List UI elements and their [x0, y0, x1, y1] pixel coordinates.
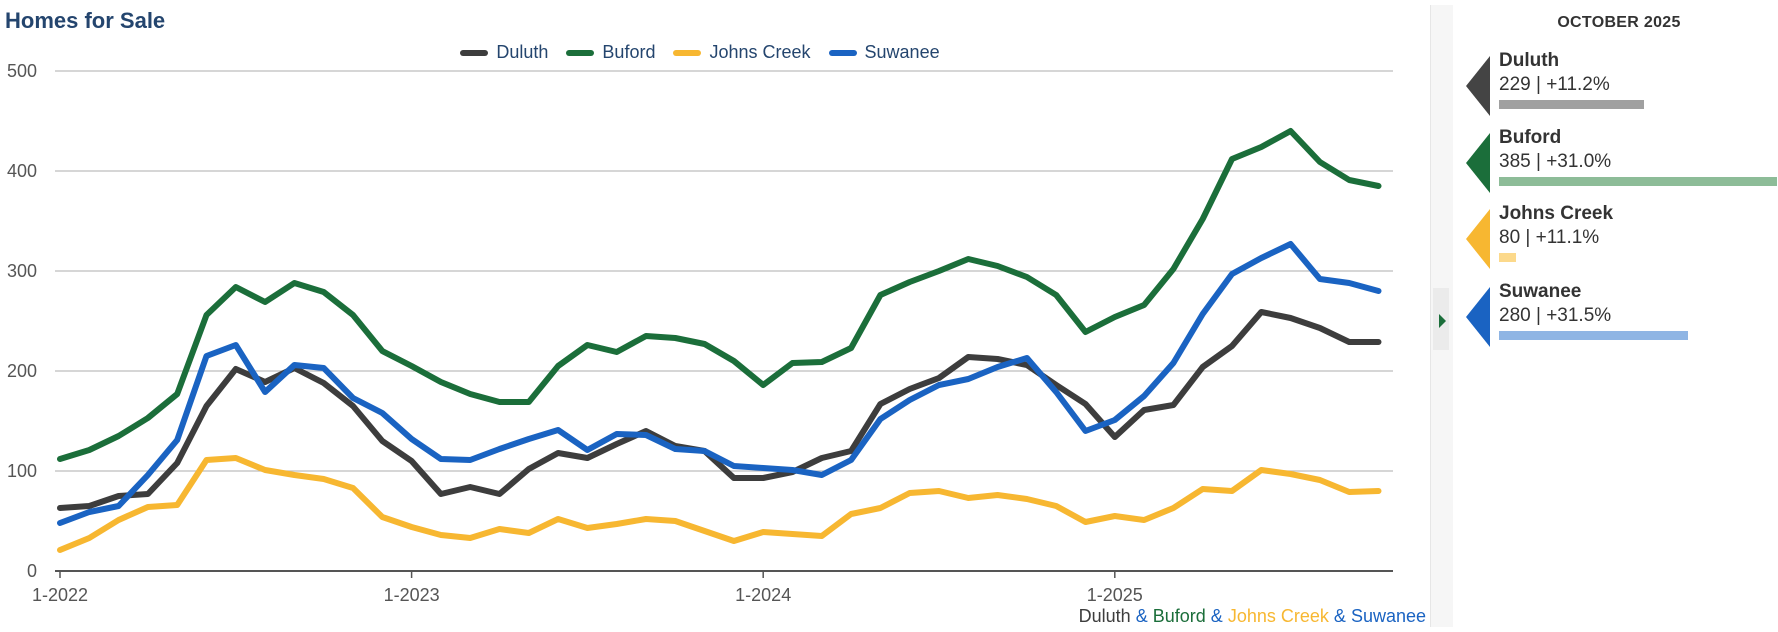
series-line-johns-creek [57, 455, 1382, 553]
legend-swatch-johns-creek [673, 49, 702, 56]
pointer-arrow-icon [1466, 56, 1490, 116]
series-line-suwanee [57, 241, 1382, 526]
card-bar [1499, 331, 1688, 340]
legend-label-suwanee: Suwanee [864, 42, 940, 62]
card-name: Suwanee [1499, 281, 1582, 302]
card-duluth[interactable]: Duluth 229 | +11.2% [1466, 50, 1778, 118]
legend-swatch-duluth [460, 49, 489, 56]
side-panel-header: OCTOBER 2025 [1557, 14, 1681, 31]
x-tick-label: 1-2025 [1087, 585, 1143, 605]
series-line-duluth [57, 309, 1382, 511]
card-stat: 229 | +11.2% [1499, 74, 1610, 95]
y-tick-label: 100 [7, 461, 37, 481]
card-name: Buford [1499, 127, 1562, 148]
x-axis-ticks: 1-2022 1-2023 1-2024 1-2025 [32, 571, 1143, 605]
series-line-buford [57, 128, 1382, 462]
footer-buford: Buford [1152, 606, 1206, 626]
footer-suwanee: Suwanee [1350, 606, 1426, 626]
card-bar [1499, 100, 1644, 109]
pointer-arrow-icon [1466, 209, 1490, 269]
x-tick-label: 1-2022 [32, 585, 88, 605]
chevron-right-icon[interactable] [1439, 314, 1446, 328]
legend-label-buford: Buford [602, 42, 656, 62]
card-suwanee[interactable]: Suwanee 280 | +31.5% [1466, 281, 1778, 349]
footer-amp: & [1333, 606, 1346, 626]
card-name: Duluth [1499, 50, 1560, 71]
legend-item-johns-creek[interactable]: Johns Creek [673, 42, 811, 63]
chart-footer: Duluth & Buford & Johns Creek & Suwanee [1079, 606, 1426, 627]
card-bar [1499, 253, 1516, 262]
chart-title: Homes for Sale [5, 8, 166, 33]
x-tick-label: 1-2023 [384, 585, 440, 605]
card-johns-creek[interactable]: Johns Creek 80 | +11.1% [1466, 203, 1778, 271]
legend-item-buford[interactable]: Buford [566, 42, 655, 63]
y-axis-ticks: 0 100 200 300 400 500 [7, 61, 37, 581]
series-lines [57, 128, 1382, 553]
card-stat: 385 | +31.0% [1499, 151, 1612, 172]
footer-amp: & [1135, 606, 1148, 626]
card-stat: 80 | +11.1% [1499, 227, 1600, 248]
footer-duluth: Duluth [1078, 606, 1131, 626]
y-tick-label: 400 [7, 161, 37, 181]
legend-label-johns-creek: Johns Creek [709, 42, 811, 62]
legend-label-duluth: Duluth [496, 42, 549, 62]
legend-swatch-buford [566, 49, 595, 56]
legend-swatch-suwanee [828, 49, 857, 56]
legend-item-duluth[interactable]: Duluth [460, 42, 548, 63]
y-tick-label: 300 [7, 261, 37, 281]
footer-johns-creek: Johns Creek [1227, 606, 1329, 626]
y-tick-label: 0 [27, 561, 37, 581]
side-panel: OCTOBER 2025 Duluth 229 | +11.2% Buford … [1460, 0, 1778, 632]
card-stat: 280 | +31.5% [1499, 305, 1612, 326]
legend-item-suwanee[interactable]: Suwanee [828, 42, 940, 63]
chart-legend: Duluth Buford Johns Creek Suwanee [0, 42, 1400, 63]
footer-amp: & [1210, 606, 1223, 626]
y-tick-label: 200 [7, 361, 37, 381]
pointer-arrow-icon [1466, 287, 1490, 347]
y-tick-label: 500 [7, 61, 37, 81]
pointer-arrow-icon [1466, 133, 1490, 193]
card-buford[interactable]: Buford 385 | +31.0% [1466, 127, 1778, 195]
x-tick-label: 1-2024 [735, 585, 791, 605]
card-bar [1499, 177, 1777, 186]
card-name: Johns Creek [1499, 203, 1614, 224]
